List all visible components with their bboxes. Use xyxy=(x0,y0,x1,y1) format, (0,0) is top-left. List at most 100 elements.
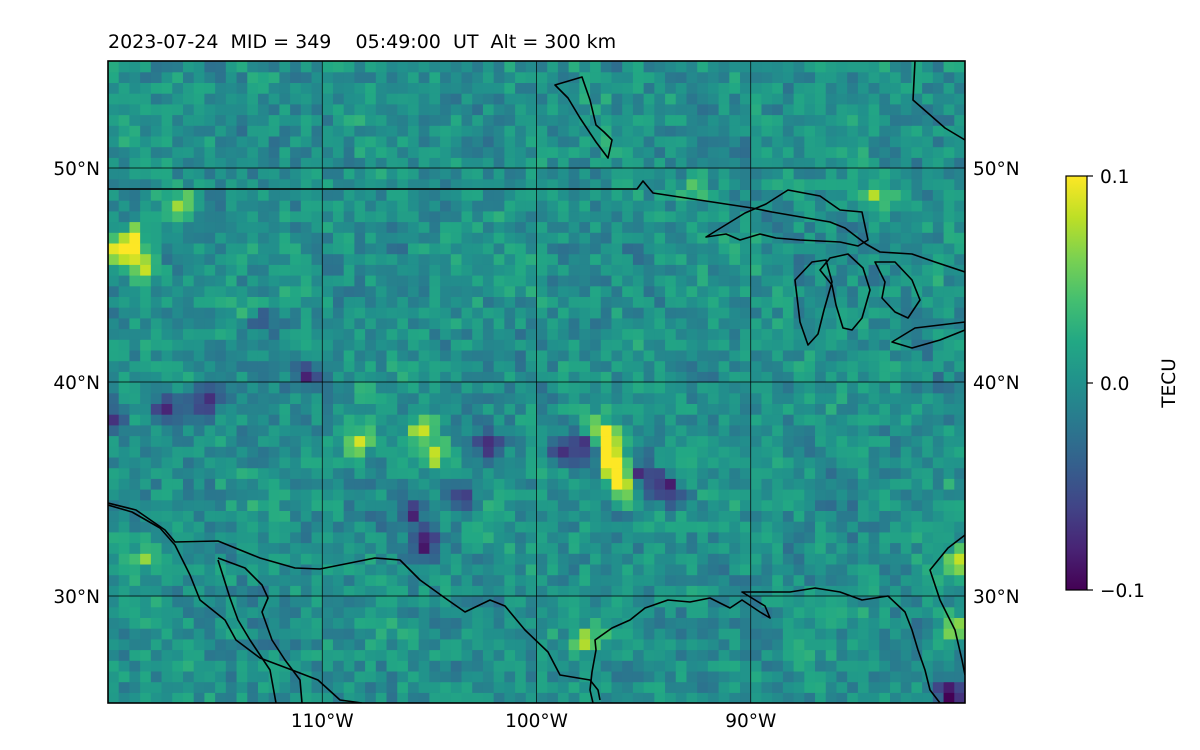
tec-cell xyxy=(386,168,398,180)
tec-cell xyxy=(686,670,698,683)
tec-cell xyxy=(150,200,163,212)
tec-cell xyxy=(932,403,945,415)
tec-cell xyxy=(118,200,131,212)
tec-cell xyxy=(429,71,441,83)
tec-cell xyxy=(868,628,880,640)
tec-cell xyxy=(150,157,163,169)
tec-cell xyxy=(900,125,913,137)
tec-cell xyxy=(225,135,238,148)
tec-cell xyxy=(804,125,816,137)
tec-cell xyxy=(793,360,805,372)
tec-cell xyxy=(247,317,259,330)
tec-cell xyxy=(729,414,741,426)
tec-cell xyxy=(750,456,763,469)
tec-cell xyxy=(161,71,173,83)
tec-cell xyxy=(215,371,227,383)
tec-cell xyxy=(825,93,838,105)
tec-cell xyxy=(236,478,248,490)
tec-cell xyxy=(450,521,463,533)
tec-cell xyxy=(643,200,655,212)
tec-cell xyxy=(622,521,634,533)
tec-cell xyxy=(236,521,248,533)
tec-cell xyxy=(290,628,302,640)
tec-cell xyxy=(300,178,313,190)
tec-cell xyxy=(140,563,152,576)
tec-cell xyxy=(643,349,655,362)
tec-cell xyxy=(461,692,473,703)
tec-cell xyxy=(686,489,698,501)
tec-cell xyxy=(472,296,484,308)
tec-cell xyxy=(890,521,902,533)
tec-cell xyxy=(547,103,559,116)
tec-cell xyxy=(450,114,463,126)
tec-cell xyxy=(793,253,805,265)
tec-cell xyxy=(665,382,677,394)
tec-cell xyxy=(890,178,902,190)
tec-cell xyxy=(611,585,623,597)
tec-cell xyxy=(257,660,270,672)
tec-cell xyxy=(418,435,430,447)
tec-cell xyxy=(943,103,955,116)
tec-cell xyxy=(761,510,773,522)
tec-cell xyxy=(472,307,484,319)
tec-cell xyxy=(300,210,313,223)
tec-cell xyxy=(954,71,965,83)
tec-cell xyxy=(300,371,313,383)
tec-cell xyxy=(440,349,452,362)
tec-cell xyxy=(900,585,913,597)
tec-cell xyxy=(675,467,688,479)
tec-cell xyxy=(375,563,388,576)
tec-cell xyxy=(557,670,570,683)
tec-cell xyxy=(386,221,398,233)
tec-cell xyxy=(600,339,613,351)
tec-cell xyxy=(204,125,216,137)
tec-cell xyxy=(247,435,259,447)
tec-cell xyxy=(772,521,784,533)
tec-cell xyxy=(922,499,934,511)
tec-cell xyxy=(129,264,141,276)
tec-cell xyxy=(911,392,923,404)
tec-cell xyxy=(461,253,473,265)
tec-cell xyxy=(161,521,173,533)
tec-cell xyxy=(440,542,452,554)
tec-cell xyxy=(911,371,923,383)
tec-cell xyxy=(225,660,238,672)
tec-cell xyxy=(686,617,698,629)
tec-cell xyxy=(557,135,570,148)
tec-cell xyxy=(547,414,559,426)
tec-cell xyxy=(600,456,613,469)
tec-cell xyxy=(611,210,623,223)
tec-cell xyxy=(879,210,891,223)
tec-cell xyxy=(311,264,323,276)
tec-cell xyxy=(440,82,452,94)
tec-cell xyxy=(675,563,688,576)
tec-cell xyxy=(954,146,965,158)
map-frame xyxy=(107,60,966,704)
tec-cell xyxy=(140,606,152,618)
tec-cell xyxy=(761,531,773,544)
tec-cell xyxy=(750,660,763,672)
tec-cell xyxy=(622,210,634,223)
tec-cell xyxy=(204,349,216,362)
tec-cell xyxy=(343,371,355,383)
tec-cell xyxy=(193,189,206,201)
tec-cell xyxy=(418,232,430,244)
tec-cell xyxy=(482,125,495,137)
tec-cell xyxy=(172,670,184,683)
tec-cell xyxy=(268,146,280,158)
tec-cell xyxy=(118,232,131,244)
tec-cell xyxy=(675,606,688,618)
tec-cell xyxy=(193,456,206,469)
colorbar-label: TECU xyxy=(1159,358,1180,408)
tec-cell xyxy=(236,114,248,126)
tec-cell xyxy=(547,446,559,458)
tec-cell xyxy=(804,189,816,201)
tec-cell xyxy=(300,424,313,437)
tec-cell xyxy=(847,242,859,255)
tec-cell xyxy=(954,510,965,522)
tec-cell xyxy=(493,660,505,672)
tec-cell xyxy=(247,114,259,126)
tec-cell xyxy=(697,574,709,586)
tec-cell xyxy=(911,660,923,672)
tec-cell xyxy=(772,168,784,180)
